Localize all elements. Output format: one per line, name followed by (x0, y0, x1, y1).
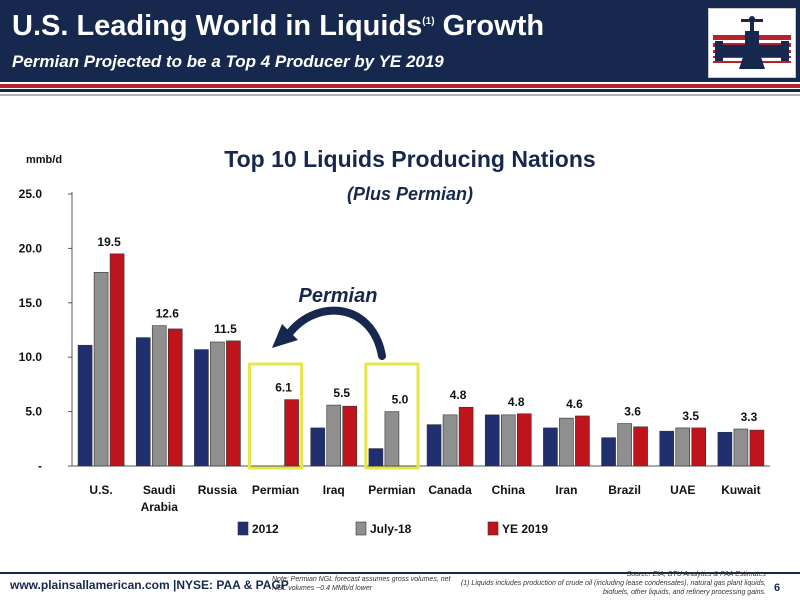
x-tick-label: Saudi Arabia (141, 483, 179, 514)
x-tick-label: Kuwait (721, 483, 760, 497)
header-divider-red (0, 84, 800, 88)
footnote-text: (1) Liquids includes production of crude… (460, 580, 766, 596)
bar-2012 (194, 349, 209, 467)
data-label: 3.5 (682, 409, 699, 423)
bar-2012 (368, 448, 384, 467)
chart-title: Top 10 Liquids Producing Nations (224, 146, 596, 172)
bar-ye-2019 (226, 340, 241, 467)
x-tick-label: Permian (368, 483, 415, 497)
website-link[interactable]: www.plainsallamerican.com (10, 578, 170, 592)
data-label: 3.3 (741, 410, 758, 424)
pipeline-valve-logo-icon (708, 8, 796, 78)
page-title: U.S. Leading World in Liquids(1) Growth (12, 10, 545, 42)
bar-ye-2019 (516, 413, 532, 467)
legend-swatch (355, 521, 367, 536)
bar-2012 (135, 337, 151, 467)
permian-highlight-box (364, 362, 420, 470)
bar-ye-2019 (691, 427, 707, 467)
x-tick-label: China (492, 483, 526, 497)
bar-ye-2019 (575, 415, 590, 467)
bar-ye-2019 (749, 429, 765, 467)
x-tick-label: Brazil (608, 483, 641, 497)
x-tick-label: UAE (670, 483, 695, 497)
legend-swatch (237, 521, 249, 536)
x-tick-label: Permian (252, 483, 299, 497)
bar-july-18 (384, 411, 400, 467)
arrow-head-icon (272, 324, 298, 348)
bar-july-18 (733, 428, 749, 467)
bar-2012 (484, 414, 500, 467)
y-tick-label: 10.0 (19, 350, 43, 364)
bar-july-18 (559, 417, 574, 467)
permian-highlight-box (248, 362, 304, 470)
bar-ye-2019 (458, 406, 474, 467)
chart-subtitle: (Plus Permian) (346, 184, 474, 204)
data-label: 5.0 (392, 393, 409, 407)
x-tick-label: Iran (555, 483, 577, 497)
header-divider-navy (0, 89, 800, 92)
data-label: 6.1 (275, 381, 292, 395)
footer-website: www.plainsallamerican.com |NYSE: PAA & P… (10, 578, 289, 592)
legend-swatch (487, 521, 499, 536)
footer-note: Note: Permian NGL forecast assumes gross… (272, 576, 451, 592)
bar-july-18 (210, 341, 225, 467)
page-subtitle: Permian Projected to be a Top 4 Producer… (12, 52, 444, 71)
bar-ye-2019 (633, 426, 648, 467)
x-tick-label: U.S. (89, 483, 112, 497)
legend-label: YE 2019 (502, 522, 548, 536)
y-tick-label: 5.0 (25, 405, 42, 419)
bar-2012 (659, 430, 675, 467)
bar-july-18 (326, 404, 342, 467)
x-tick-label: Canada (428, 483, 472, 497)
data-label: 4.8 (508, 395, 525, 409)
bar-2012 (543, 427, 558, 467)
bar-july-18 (617, 423, 632, 467)
y-tick-label: - (38, 459, 42, 473)
data-label: 12.6 (156, 307, 180, 321)
bar-2012 (77, 344, 93, 467)
bar-july-18 (500, 414, 516, 467)
data-label: 19.5 (97, 235, 121, 249)
bar-2012 (426, 424, 442, 467)
bar-july-18 (93, 272, 109, 467)
bar-2012 (717, 431, 733, 467)
title-footnote-marker: (1) (422, 16, 435, 27)
bar-ye-2019 (109, 253, 125, 467)
y-axis-unit: mmb/d (26, 154, 63, 166)
data-label: 4.8 (450, 388, 467, 402)
y-tick-label: 20.0 (19, 241, 43, 255)
data-label: 3.6 (624, 405, 641, 419)
bar-ye-2019 (284, 399, 299, 467)
y-tick-label: 15.0 (19, 296, 43, 310)
header-divider-gray (0, 94, 800, 96)
data-label: 4.6 (566, 397, 583, 411)
legend-label: July-18 (370, 522, 412, 536)
y-tick-label: 25.0 (19, 187, 43, 201)
data-label: 5.5 (333, 386, 350, 400)
x-tick-label: Iraq (323, 483, 345, 497)
bar-ye-2019 (167, 328, 183, 467)
permian-annotation: Permian (299, 285, 378, 307)
bar-ye-2019 (342, 405, 358, 467)
legend-label: 2012 (252, 522, 279, 536)
footer-divider (0, 572, 800, 574)
page-number: 6 (774, 582, 781, 594)
ticker-text: NYSE: PAA & PAGP (176, 578, 289, 592)
source-text: Source: EIA, BTU Analytics & PAA Estimat… (626, 571, 766, 578)
bar-july-18 (442, 414, 458, 467)
bar-2012 (601, 437, 616, 467)
bar-chart: - 5.0 10.0 15.0 20.0 25.0 19.5 U.S. 12.6 Saudi Ara… (19, 187, 770, 536)
data-label: 11.5 (214, 322, 237, 336)
footer-source: Source: EIA, BTU Analytics & PAA Estimat… (460, 570, 766, 597)
header-banner: U.S. Leading World in Liquids(1) Growth … (0, 0, 800, 82)
bar-july-18 (675, 427, 691, 467)
curved-arrow-left-icon (282, 306, 386, 360)
x-tick-label: Russia (198, 483, 238, 497)
bar-july-18 (151, 325, 167, 467)
bar-2012 (310, 427, 326, 467)
